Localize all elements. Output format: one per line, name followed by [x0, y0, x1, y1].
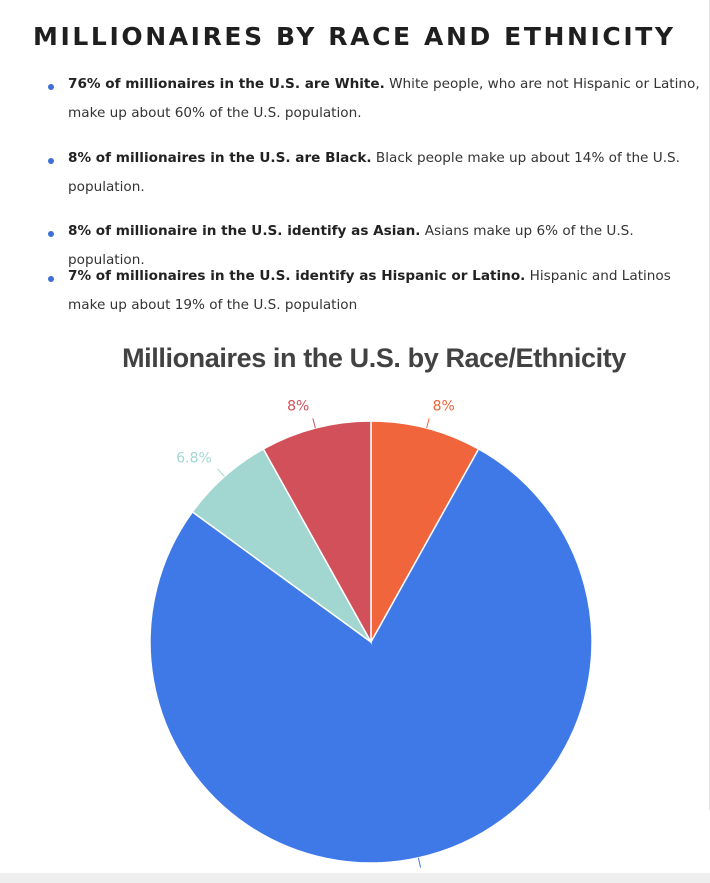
list-item-detail: Black people make up about 14% of the U.… [68, 150, 680, 195]
list-item-detail: Hispanic and Latinos make up about 19% o… [68, 268, 671, 313]
bullet-dot-icon [48, 158, 54, 164]
pie-data-label: 6.8% [176, 451, 212, 467]
list-item-detail: Asians make up 6% of the U.S. population… [68, 223, 634, 268]
pie-data-label: 8% [287, 399, 309, 415]
bullet-dot-icon [48, 84, 54, 90]
bullet-dot-icon [48, 231, 54, 237]
pie-label-leader [217, 468, 225, 477]
list-item-bold: 8% of millionaires in the U.S. are Black… [68, 150, 372, 166]
list-item-text: 8% of millionaires in the U.S. are Black… [68, 144, 700, 202]
pie-slice [149, 447, 593, 864]
list-item-text: 7% of millionaires in the U.S. identify … [68, 262, 700, 320]
chart-title: Millionaires in the U.S. by Race/Ethnici… [122, 343, 626, 373]
list-item-text: 8% of millionaire in the U.S. identify a… [68, 217, 700, 275]
section-heading: MILLIONAIRES BY RACE AND ETHNICITY [33, 22, 676, 51]
pie-label-leader [426, 418, 430, 429]
pie-slice [262, 420, 372, 645]
pie-slice [370, 420, 480, 645]
pie-label-leader [312, 418, 316, 429]
pie-label-leader [417, 857, 422, 868]
bottom-bar [0, 873, 710, 883]
list-item-detail: White people, who are not Hispanic or La… [68, 76, 700, 121]
list-item-bold: 8% of millionaire in the U.S. identify a… [68, 223, 421, 239]
pie-data-label: 8% [433, 399, 455, 415]
list-item-text: 76% of millionaires in the U.S. are Whit… [68, 70, 700, 128]
list-item-bold: 7% of millionaires in the U.S. identify … [68, 268, 526, 284]
list-item-bold: 76% of millionaires in the U.S. are Whit… [68, 76, 385, 92]
bullet-dot-icon [48, 276, 54, 282]
